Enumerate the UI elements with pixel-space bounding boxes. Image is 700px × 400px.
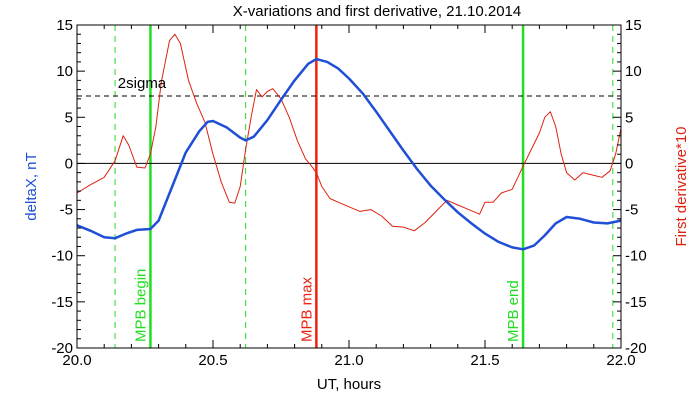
y-right-tick-label-5: -10 [625,248,647,265]
y-right-tick-label-3: 0 [625,155,633,172]
y-left-tick-label-2: 5 [65,109,73,126]
x-tick-label-3: 21.5 [470,352,499,369]
x-tick-label-0: 20.0 [62,352,91,369]
y-right-tick-label-1: 10 [625,63,642,80]
y-right-tick-label-2: 5 [625,109,633,126]
marker-label-1: MPB max [298,276,315,342]
marker-label-0: MPB begin [132,269,149,342]
reference-layer [77,95,621,164]
y-right-tick-label-7: -20 [625,340,647,357]
x-axis: 20.0 20.5 21.0 21.5 22.0 [62,25,636,369]
plot-frame [76,24,622,349]
marker-label-2: MPB end [505,280,522,342]
y-left-tick-label-1: 10 [56,63,73,80]
x-axis-title: UT, hours [317,376,381,393]
y-left-tick-label-3: 0 [65,155,73,172]
y-left-tick-label-5: -10 [51,248,73,265]
derivative-series-line [76,33,622,232]
y-right-tick-label-6: -15 [625,294,647,311]
x-tick-label-4: 22.0 [606,352,635,369]
y-axis-left: 15 10 5 0 -5 -10 -15 -20 [51,17,85,357]
y-right-tick-label-0: 15 [625,17,642,34]
threshold-annotation: 2sigma [118,75,167,92]
deltax-series-line [76,57,622,251]
y-axis-left-title: deltaX, nT [23,152,40,220]
y-left-tick-label-0: 15 [56,17,73,34]
y-axis-right: 15 10 5 0 -5 -10 -15 -20 [613,17,647,357]
chart-title: X-variations and first derivative, 21.10… [233,3,522,20]
markers-layer: MPB begin MPB max MPB end [114,25,614,348]
y-right-tick-label-4: -5 [625,202,638,219]
y-axis-right-title: First derivative*10 [673,126,690,246]
y-left-tick-label-7: -20 [51,340,73,357]
x-tick-label-1: 20.5 [198,352,227,369]
series-layer [76,33,622,251]
y-left-tick-label-4: -5 [60,202,73,219]
y-left-tick-label-6: -15 [51,294,73,311]
x-tick-label-2: 21.0 [334,352,363,369]
